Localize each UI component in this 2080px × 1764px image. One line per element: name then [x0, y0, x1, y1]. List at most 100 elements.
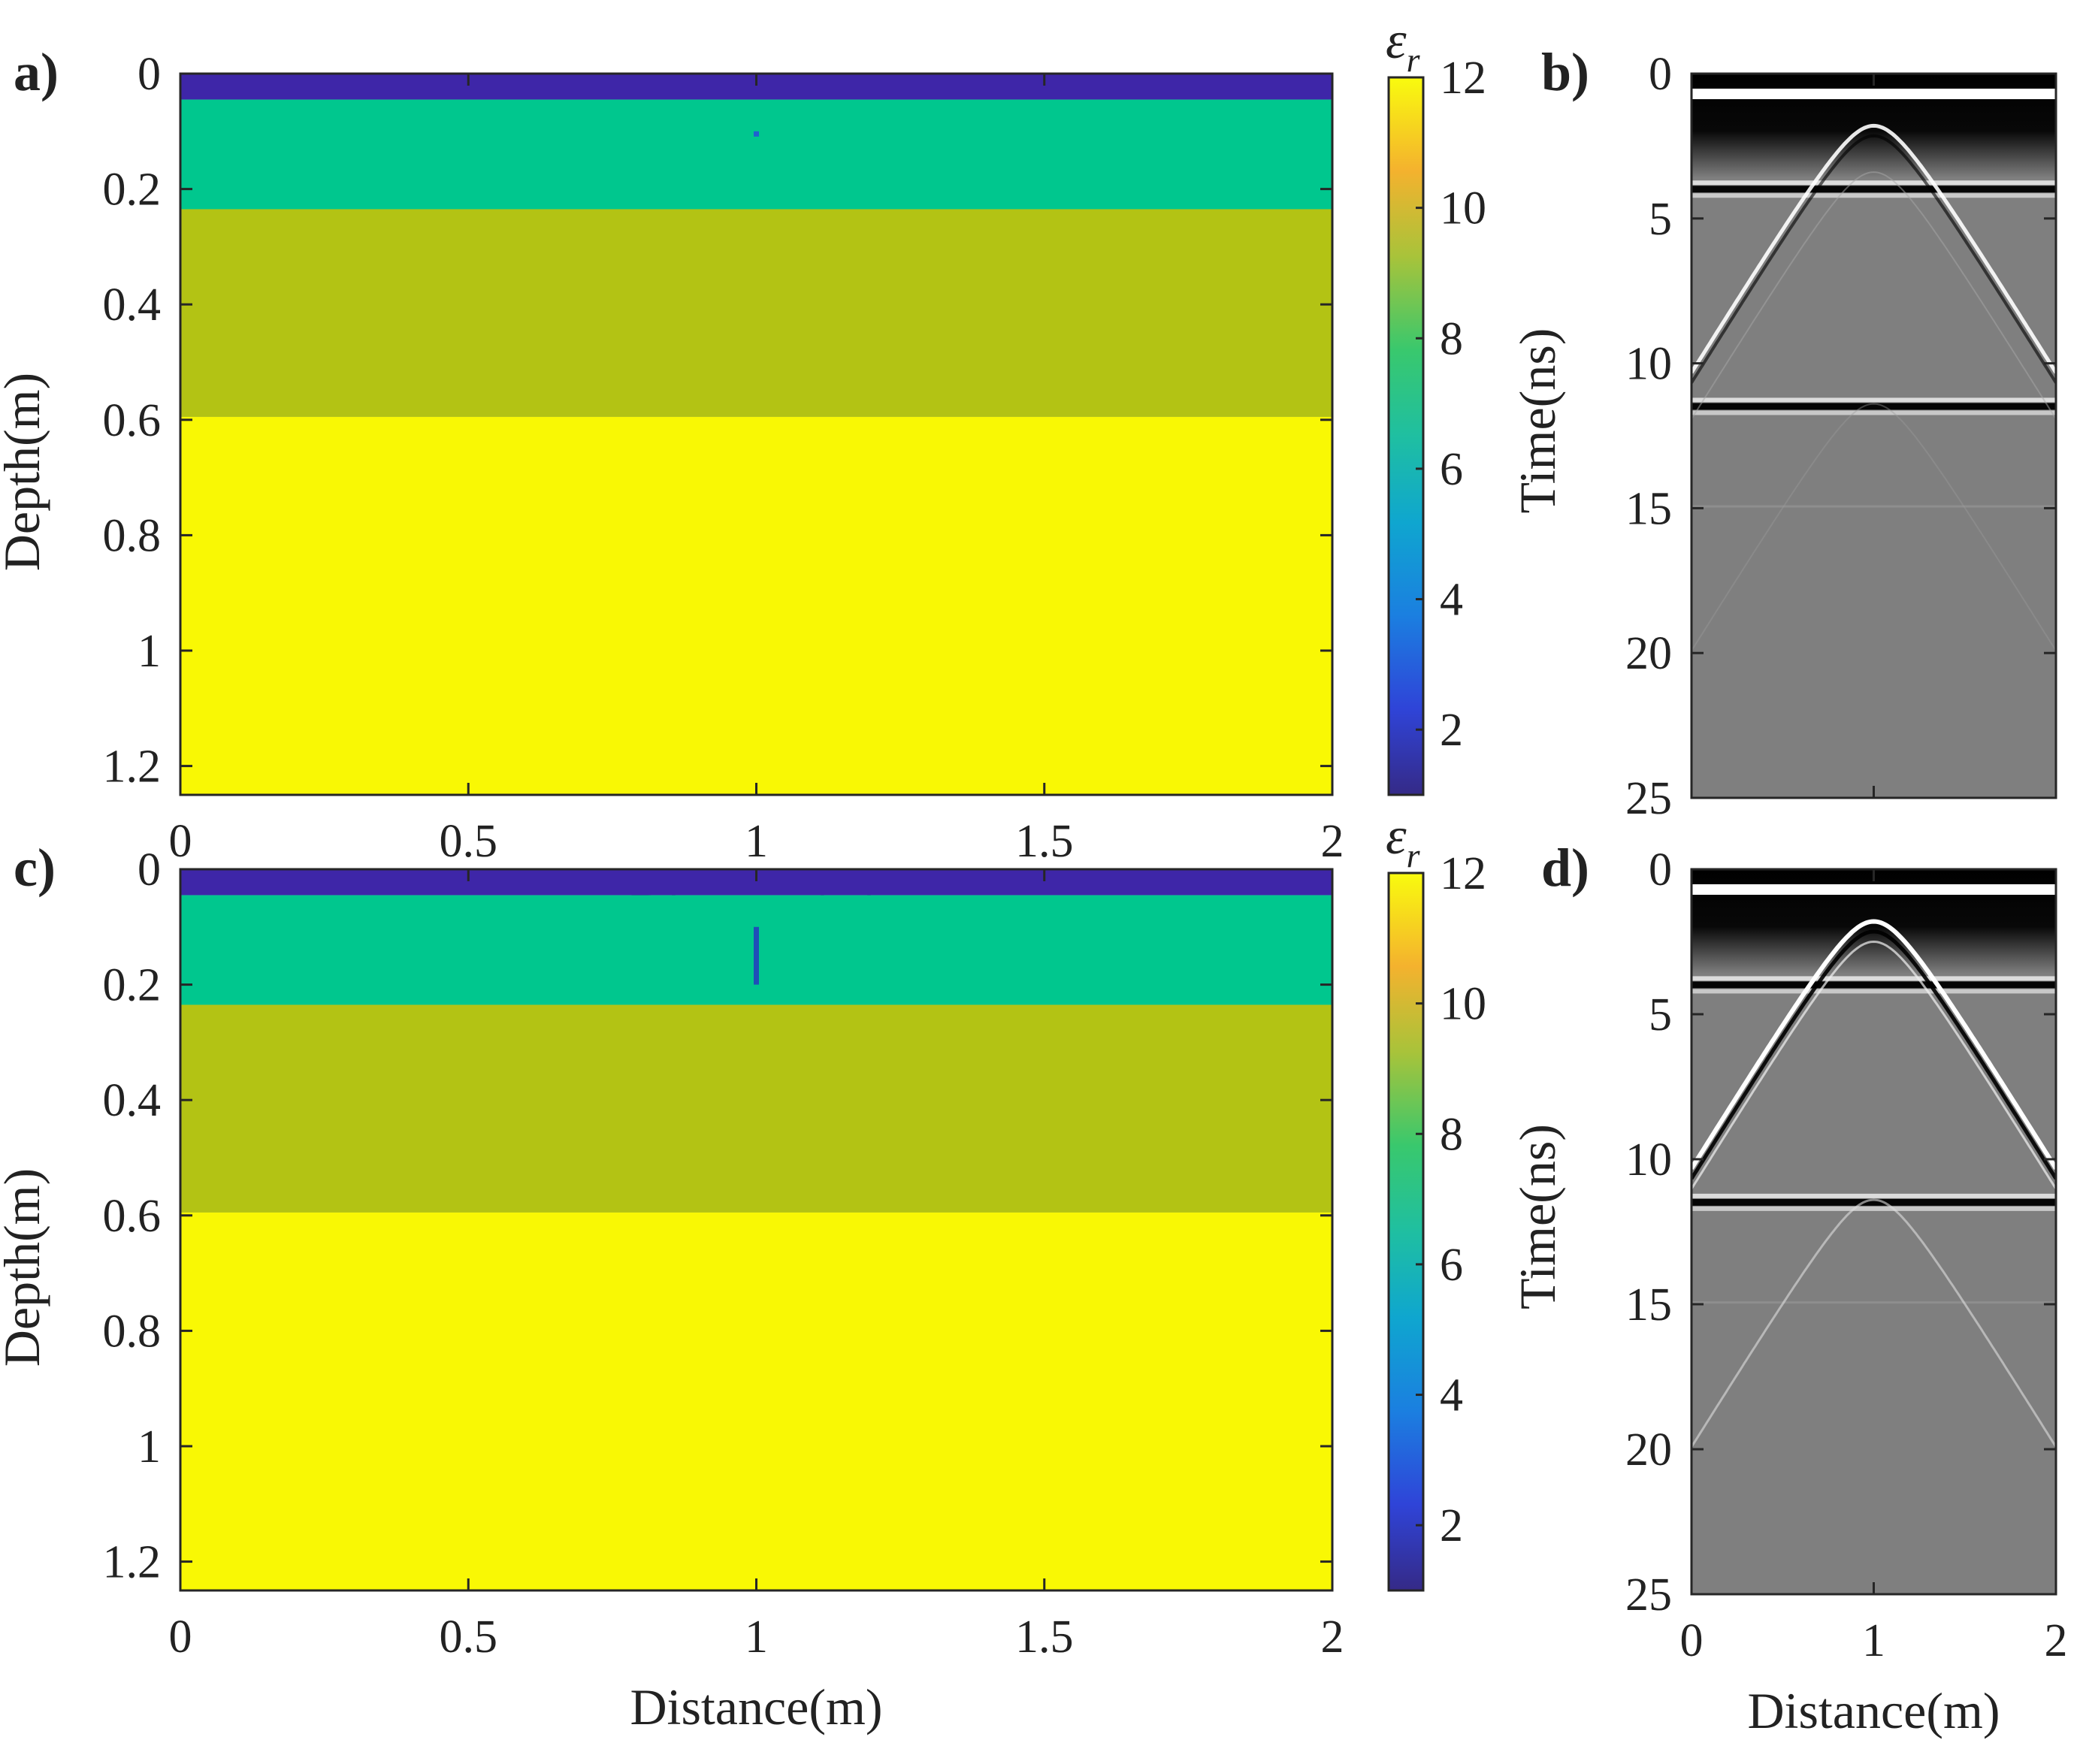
colorbar-c: 2 4 6 8 10 12 εr	[1386, 808, 1486, 1592]
colorbar-a: 2 4 6 8 10 12 εr	[1386, 12, 1486, 796]
x-tick-label: 0.5	[440, 1611, 498, 1663]
colorbar-subscript: r	[1407, 41, 1421, 79]
y-axis-title: Time(ns)	[1509, 328, 1566, 514]
y-axis-title: Time(ns)	[1509, 1124, 1566, 1309]
y-tick-label: 20	[1625, 628, 1672, 679]
y-tick-label: 5	[1649, 194, 1672, 245]
colorbar-tick-label: 6	[1440, 1240, 1463, 1291]
target-hyperbola-tail	[1692, 940, 2056, 1190]
y-tick-label: 15	[1625, 483, 1672, 534]
y-tick-label: 1	[138, 626, 161, 677]
target-hyperbola	[1692, 919, 2056, 1170]
colorbar-tick-label: 8	[1440, 1109, 1463, 1160]
colorbar-symbol: ε	[1386, 12, 1407, 70]
y-tick-label: 15	[1625, 1279, 1672, 1331]
x-tick-label: 0	[169, 816, 192, 867]
y-tick-label: 1.2	[103, 1537, 162, 1588]
panel-label: a)	[14, 42, 59, 102]
y-tick-label: 10	[1625, 339, 1672, 390]
colorbar-subscript: r	[1407, 836, 1421, 874]
faint-reflection	[1692, 1301, 2056, 1304]
x-tick-label: 2	[2045, 1615, 2068, 1666]
panel-label: c)	[14, 838, 56, 898]
panel-label: d)	[1541, 838, 1589, 898]
colorbar-gradient	[1387, 76, 1425, 796]
layer-3	[180, 209, 1332, 417]
y-tick-label: 0.2	[103, 165, 162, 216]
x-axis-title: Distance(m)	[630, 1678, 882, 1735]
reflection-2-white	[1692, 1193, 2056, 1198]
panel-label: b)	[1541, 42, 1589, 102]
model-panel-a: 00.20.40.60.811.200.511.52Distance(m)Dep…	[0, 42, 1344, 940]
reflection-1-white2	[1692, 989, 2056, 994]
y-tick-label: 5	[1649, 989, 1672, 1041]
y-tick-label: 25	[1625, 1569, 1672, 1621]
x-tick-label: 1.5	[1015, 1611, 1074, 1663]
colorbar-tick-label: 4	[1440, 1370, 1463, 1421]
buried-target	[754, 926, 759, 985]
y-tick-label: 0.2	[103, 960, 162, 1011]
y-tick-label: 0.4	[103, 279, 162, 331]
x-tick-label: 0.5	[440, 816, 498, 867]
reflection-2-white2	[1692, 410, 2056, 415]
layer-4	[180, 1212, 1332, 1590]
y-tick-label: 0.4	[103, 1075, 162, 1126]
y-tick-label: 0.8	[103, 510, 162, 561]
reflection-2-white2	[1692, 1206, 2056, 1211]
x-tick-label: 1	[1862, 1615, 1885, 1666]
buried-target	[754, 131, 759, 137]
multiple-hyperbola	[1692, 403, 2056, 651]
reflection-1-black	[1692, 981, 2056, 989]
target-hyperbola-dark	[1692, 134, 2056, 384]
colorbar-tick-label: 2	[1440, 705, 1463, 756]
direct-wave	[1692, 884, 2056, 896]
x-tick-label: 0	[169, 1611, 192, 1663]
radargram-panel-b: 0 5 10 15 20 25 Time(ns) b)	[1509, 42, 2057, 824]
y-tick-label: 10	[1625, 1134, 1672, 1186]
x-tick-label: 1	[745, 1611, 768, 1663]
colorbar-tick-label: 10	[1440, 979, 1486, 1030]
reflection-1-white	[1692, 976, 2056, 981]
layer-3	[180, 1004, 1332, 1213]
reflection-1-white	[1692, 180, 2056, 186]
x-axis-title: Distance(m)	[1747, 1682, 2000, 1739]
x-tick-label: 1	[745, 816, 768, 867]
colorbar-tick-label: 8	[1440, 313, 1463, 364]
colorbar-label: εr	[1386, 12, 1421, 79]
y-tick-label: 1.2	[103, 742, 162, 793]
y-axis-title: Depth(m)	[0, 1168, 50, 1367]
reflection-2-black	[1692, 1198, 2056, 1206]
y-tick-label: 0	[138, 49, 161, 100]
colorbar-tick-label: 12	[1440, 53, 1486, 104]
colorbar-tick-label: 2	[1440, 1500, 1463, 1551]
y-tick-label: 0.8	[103, 1306, 162, 1357]
direct-wave	[1692, 88, 2056, 99]
colorbar-tick-label: 10	[1440, 183, 1486, 234]
y-axis-title: Depth(m)	[0, 373, 50, 571]
target-hyperbola-tail	[1692, 171, 2056, 420]
y-tick-label: 0.6	[103, 1191, 162, 1242]
y-tick-label: 1	[138, 1421, 161, 1473]
colorbar-gradient	[1387, 871, 1425, 1592]
y-tick-label: 0	[1649, 49, 1672, 100]
layer-4	[180, 416, 1332, 795]
y-tick-label: 0	[138, 844, 161, 896]
y-tick-label: 25	[1625, 773, 1672, 824]
colorbar-tick-label: 6	[1440, 444, 1463, 495]
x-tick-label: 0	[1680, 1615, 1704, 1666]
y-tick-label: 0.6	[103, 395, 162, 446]
colorbar-label: εr	[1386, 808, 1421, 874]
colorbar-symbol: ε	[1386, 808, 1407, 865]
model-panel-c: 00.20.40.60.811.20 0.5 1 1.5 2Distance(m)Dep…	[0, 838, 1344, 1735]
y-tick-label: 20	[1625, 1424, 1672, 1476]
colorbar-tick-label: 4	[1440, 575, 1463, 626]
reflection-1-white2	[1692, 193, 2056, 198]
multiple-hyperbola	[1692, 1198, 2056, 1448]
faint-reflection	[1692, 505, 2056, 508]
colorbar-tick-label: 12	[1440, 848, 1486, 899]
x-tick-label: 1.5	[1015, 816, 1074, 867]
reflection-2-white	[1692, 397, 2056, 403]
reflection-2-black	[1692, 403, 2056, 410]
